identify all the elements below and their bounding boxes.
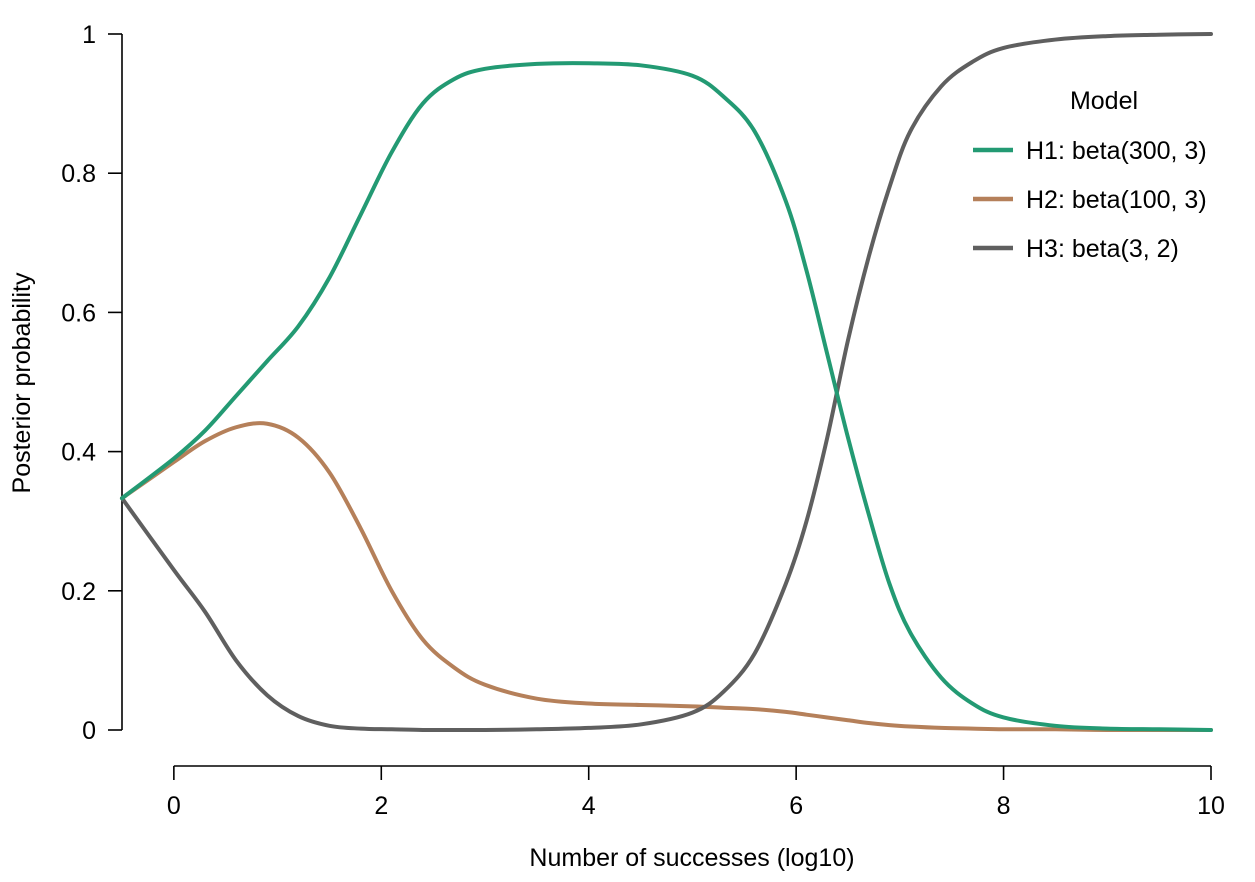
- x-tick-label: 0: [167, 792, 181, 820]
- y-tick-label: 0: [82, 717, 96, 745]
- y-tick-label: 0.4: [61, 439, 96, 467]
- x-axis: 0 2 4 6 8 10: [167, 765, 1225, 820]
- legend-entry-label: H2: beta(100, 3): [1026, 186, 1207, 214]
- legend-entry-label: H3: beta(3, 2): [1026, 235, 1179, 263]
- x-tick-label: 6: [789, 792, 803, 820]
- x-tick-label: 8: [997, 792, 1011, 820]
- series-line-h1: [120, 61, 1213, 732]
- series-line-h3: [120, 32, 1213, 733]
- legend-title: Model: [1070, 87, 1138, 115]
- legend: Model H1: beta(300, 3) H2: beta(100, 3) H3:…: [973, 87, 1207, 263]
- series-layer: [120, 32, 1213, 733]
- series-line-h2: [120, 421, 1213, 733]
- x-tick-label: 10: [1197, 792, 1225, 820]
- x-tick-label: 2: [374, 792, 388, 820]
- y-tick-label: 0.8: [61, 160, 96, 188]
- x-axis-title: Number of successes (log10): [529, 844, 854, 872]
- y-axis-title: Posterior probability: [8, 272, 36, 493]
- y-tick-label: 0.6: [61, 299, 96, 327]
- legend-entry-label: H1: beta(300, 3): [1026, 137, 1207, 165]
- y-tick-label: 0.2: [61, 578, 96, 606]
- y-tick-label: 1: [82, 21, 96, 49]
- y-axis: 0 0.2 0.4 0.6 0.8 1: [61, 21, 123, 745]
- x-tick-label: 4: [582, 792, 596, 820]
